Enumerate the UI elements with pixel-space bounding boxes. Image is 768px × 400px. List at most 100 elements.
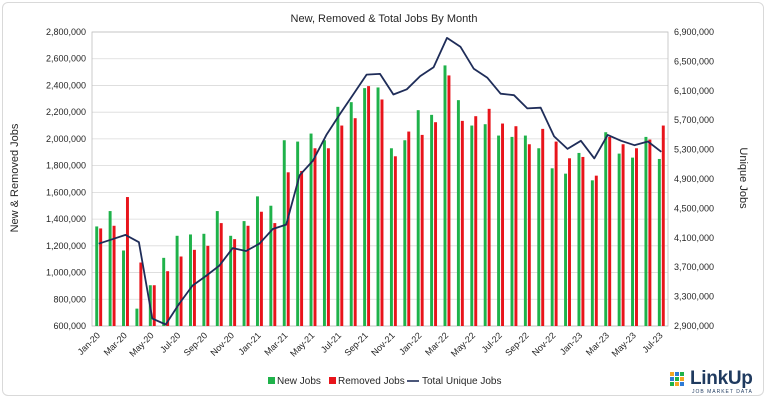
- legend-label-total: Total Unique Jobs: [422, 376, 502, 387]
- bar-removed-jobs: [594, 175, 598, 326]
- bar-removed-jobs: [273, 223, 277, 326]
- bar-new-jobs: [376, 87, 380, 326]
- right-axis-ticks: 2,900,000 3,300,000 3,700,000 4,100,000 4,50…: [674, 27, 714, 331]
- line-layer: [98, 37, 662, 326]
- bar-removed-jobs: [367, 86, 371, 326]
- x-tick-label: Jan-21: [236, 330, 263, 357]
- bar-new-jobs: [122, 250, 125, 326]
- bar-new-jobs: [229, 235, 233, 326]
- bar-new-jobs: [644, 136, 648, 326]
- y2-tick-label: 2,900,000: [674, 321, 714, 331]
- x-tick-label: Nov-20: [208, 330, 236, 358]
- bar-new-jobs: [95, 226, 99, 326]
- legend-swatch-new: [268, 377, 275, 384]
- bar-new-jobs: [430, 114, 434, 326]
- bar-removed-jobs: [621, 144, 625, 326]
- bar-removed-jobs: [206, 245, 210, 326]
- bar-new-jobs: [215, 211, 219, 326]
- x-tick-label: Nov-21: [369, 330, 397, 358]
- bar-new-jobs: [483, 124, 487, 326]
- bar-new-jobs: [108, 211, 112, 326]
- bar-new-jobs: [349, 102, 353, 326]
- bar-removed-jobs: [166, 271, 170, 326]
- bar-new-jobs: [604, 132, 608, 326]
- x-tick-label: May-22: [449, 330, 477, 358]
- bar-removed-jobs: [474, 116, 478, 326]
- bar-removed-jobs: [434, 122, 438, 326]
- bar-new-jobs: [389, 148, 393, 326]
- line-total-unique-jobs: [98, 37, 662, 326]
- y-tick-label: 1,800,000: [46, 161, 86, 171]
- bar-new-jobs: [456, 100, 460, 327]
- y-tick-label: 1,400,000: [46, 214, 86, 224]
- x-tick-label: Sep-21: [342, 330, 370, 358]
- linkup-logo: LinkUp JOB MARKET DATA: [668, 368, 760, 396]
- y-tick-label: 2,400,000: [46, 80, 86, 90]
- bar-new-jobs: [523, 135, 527, 326]
- bar-removed-jobs: [340, 125, 344, 326]
- y-tick-label: 800,000: [53, 294, 86, 304]
- bar-removed-jobs: [527, 144, 531, 326]
- y-tick-label: 2,000,000: [46, 134, 86, 144]
- bar-new-jobs: [416, 110, 420, 326]
- bar-removed-jobs: [286, 172, 290, 326]
- bar-new-jobs: [255, 196, 259, 326]
- bar-removed-jobs: [420, 134, 424, 326]
- logo-tagline: JOB MARKET DATA: [692, 389, 753, 395]
- y2-tick-label: 5,700,000: [674, 115, 714, 125]
- bars-layer: [95, 65, 665, 327]
- y2-axis-label: Unique Jobs: [737, 147, 749, 209]
- bar-new-jobs: [657, 158, 661, 326]
- bar-new-jobs: [497, 135, 501, 326]
- bar-removed-jobs: [112, 225, 116, 326]
- y-tick-label: 1,200,000: [46, 241, 86, 251]
- y2-tick-label: 4,100,000: [674, 233, 714, 243]
- bar-new-jobs: [537, 148, 541, 326]
- bar-removed-jobs: [313, 148, 317, 326]
- bar-removed-jobs: [246, 225, 250, 326]
- legend-label-removed: Removed Jobs: [338, 376, 405, 387]
- y2-tick-label: 3,700,000: [674, 262, 714, 272]
- x-tick-label: May-20: [127, 330, 155, 358]
- y-tick-label: 2,600,000: [46, 54, 86, 64]
- x-tick-label: May-23: [610, 330, 638, 358]
- bar-removed-jobs: [554, 141, 558, 326]
- y-tick-label: 2,200,000: [46, 107, 86, 117]
- x-tick-label: Jul-23: [640, 330, 664, 354]
- y-tick-label: 1,600,000: [46, 187, 86, 197]
- x-tick-label: Jan-22: [397, 330, 424, 357]
- bar-removed-jobs: [648, 139, 652, 326]
- y-tick-label: 1,000,000: [46, 268, 86, 278]
- bar-removed-jobs: [192, 249, 196, 326]
- plot-border: [91, 31, 669, 327]
- left-axis-ticks: 600,000 800,000 1,000,000 1,200,000 1,400,00…: [46, 27, 86, 331]
- y2-tick-label: 4,500,000: [674, 203, 714, 213]
- x-tick-label: Nov-22: [530, 330, 558, 358]
- legend-label-new: New Jobs: [277, 376, 321, 387]
- bar-new-jobs: [309, 133, 313, 326]
- x-tick-label: Jul-20: [158, 330, 182, 354]
- linkup-logo-icon: [670, 372, 684, 386]
- bar-removed-jobs: [380, 99, 384, 327]
- bar-new-jobs: [162, 257, 166, 326]
- y-tick-label: 2,800,000: [46, 27, 86, 37]
- bar-removed-jobs: [487, 108, 491, 326]
- bar-new-jobs: [269, 205, 273, 326]
- x-tick-label: Jul-21: [319, 330, 343, 354]
- bar-removed-jobs: [581, 156, 585, 326]
- bar-removed-jobs: [300, 170, 304, 326]
- bar-removed-jobs: [447, 75, 451, 326]
- bar-removed-jobs: [139, 262, 143, 326]
- bar-removed-jobs: [152, 285, 156, 326]
- bar-removed-jobs: [541, 128, 545, 326]
- bar-new-jobs: [322, 140, 326, 326]
- bar-new-jobs: [470, 125, 474, 326]
- bar-removed-jobs: [393, 156, 397, 326]
- bar-new-jobs: [631, 157, 635, 326]
- bar-new-jobs: [135, 308, 139, 326]
- y2-tick-label: 6,900,000: [674, 27, 714, 37]
- bar-new-jobs: [443, 65, 447, 326]
- y-axis-label: New & Removed Jobs: [9, 123, 21, 232]
